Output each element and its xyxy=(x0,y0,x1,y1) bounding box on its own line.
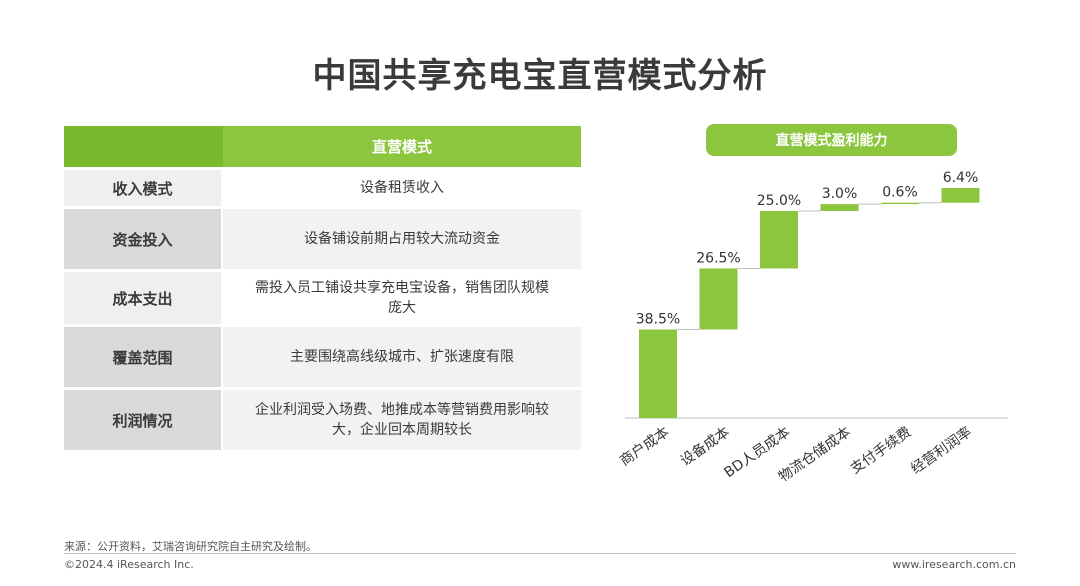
value-label: 38.5% xyxy=(636,311,680,327)
row-label: 成本支出 xyxy=(64,272,221,324)
value-label: 26.5% xyxy=(696,251,740,267)
table-header-row: 直营模式 xyxy=(64,126,581,167)
row-label: 利润情况 xyxy=(64,390,221,450)
table-row: 覆盖范围 主要围绕高线级城市、扩张速度有限 xyxy=(64,327,581,387)
value-label: 3.0% xyxy=(822,186,858,202)
model-table: 直营模式 收入模式 设备租赁收入 资金投入 设备铺设前期占用较大流动资金 成本支… xyxy=(64,126,581,450)
bar-经营利润率 xyxy=(941,188,980,203)
table-header-corner xyxy=(64,126,221,167)
page-title: 中国共享充电宝直营模式分析 xyxy=(312,56,768,96)
table-row: 收入模式 设备租赁收入 xyxy=(64,170,581,206)
table-row: 资金投入 设备铺设前期占用较大流动资金 xyxy=(64,209,581,269)
table-row: 成本支出 需投入员工铺设共享充电宝设备，销售团队规模庞大 xyxy=(64,272,581,324)
footer-divider xyxy=(64,553,1016,554)
bar-设备成本 xyxy=(699,268,738,330)
category-label: 商户成本 xyxy=(617,423,673,469)
table-row: 利润情况 企业利润受入场费、地推成本等营销费用影响较大，企业回本周期较长 xyxy=(64,390,581,450)
waterfall-chart: 38.5%商户成本26.5%设备成本25.0%BD人员成本3.0%物流仓储成本0… xyxy=(617,170,1008,485)
row-value: 设备租赁收入 xyxy=(223,170,581,206)
website: www.iresearch.com.cn xyxy=(892,558,1016,571)
row-value: 企业利润受入场费、地推成本等营销费用影响较大，企业回本周期较长 xyxy=(223,390,581,450)
row-label: 覆盖范围 xyxy=(64,327,221,387)
row-value: 设备铺设前期占用较大流动资金 xyxy=(223,209,581,269)
category-label: 支付手续费 xyxy=(847,423,914,477)
bar-支付手续费 xyxy=(881,202,919,205)
copyright: ©2024.4 iResearch Inc. xyxy=(64,558,194,571)
row-label: 收入模式 xyxy=(64,170,221,206)
source-note: 来源：公开资料，艾瑞咨询研究院自主研究及绘制。 xyxy=(64,540,317,553)
value-label: 6.4% xyxy=(943,170,979,186)
bar-商户成本 xyxy=(639,329,677,418)
row-value: 主要围绕高线级城市、扩张速度有限 xyxy=(223,327,581,387)
category-label: 经营利润率 xyxy=(908,423,975,477)
chart-title: 直营模式盈利能力 xyxy=(706,124,957,156)
category-label: 设备成本 xyxy=(677,423,733,469)
bar-物流仓储成本 xyxy=(820,204,859,211)
table-header-label: 直营模式 xyxy=(223,126,581,167)
row-value: 需投入员工铺设共享充电宝设备，销售团队规模庞大 xyxy=(223,272,581,324)
row-label: 资金投入 xyxy=(64,209,221,269)
bar-BD人员成本 xyxy=(760,211,798,269)
value-label: 0.6% xyxy=(882,185,918,201)
value-label: 25.0% xyxy=(757,193,801,209)
